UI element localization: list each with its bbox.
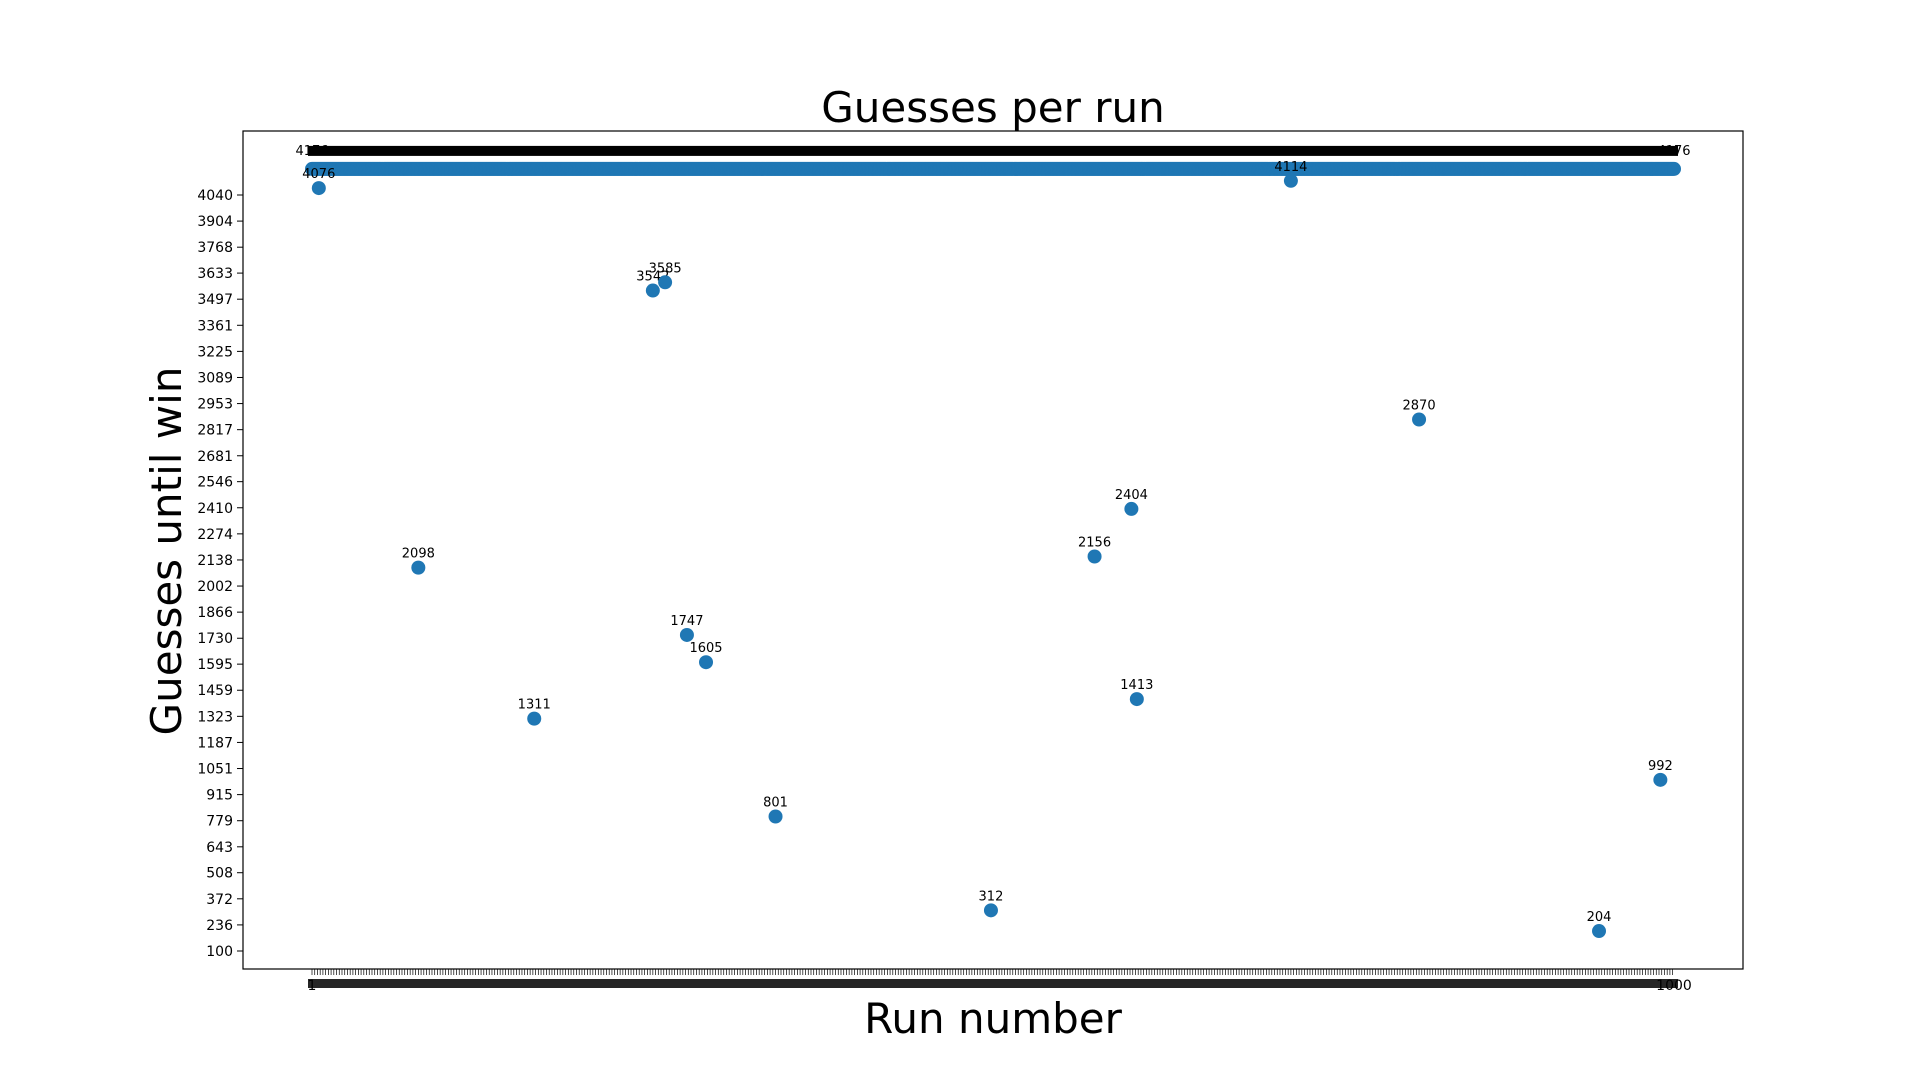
data-label: 992: [1648, 759, 1673, 774]
y-tick-label: 100: [206, 944, 233, 960]
y-tick-label: 2953: [197, 397, 233, 413]
y-tick-label: 2681: [197, 449, 233, 465]
y-tick-label: 2274: [197, 527, 233, 543]
data-label: 4076: [302, 167, 335, 182]
x-tick-label-last: 1000: [1656, 978, 1692, 994]
cap-label-band: [308, 145, 1678, 156]
scatter-point: [768, 809, 783, 824]
y-tick-label: 3225: [197, 344, 233, 360]
y-tick-label: 3497: [197, 292, 233, 308]
scatter-point: [1129, 692, 1144, 707]
scatter-point: [527, 711, 542, 726]
scatter-point: [1283, 173, 1298, 188]
cap-data-label: 4176: [1657, 144, 1690, 159]
y-tick-label: 236: [206, 918, 233, 934]
y-axis-label: Guesses until win: [142, 367, 191, 736]
cap-point: [1667, 161, 1681, 176]
scatter-point: [983, 903, 998, 918]
y-tick-label: 1730: [197, 631, 233, 647]
scatter-point: [658, 275, 673, 290]
data-label: 2156: [1078, 535, 1111, 550]
scatter-point: [1412, 412, 1427, 427]
y-tick-label: 915: [206, 788, 233, 804]
cap-data-label: 4176: [295, 144, 328, 159]
data-label: 204: [1587, 910, 1612, 925]
data-label: 312: [979, 889, 1004, 904]
y-tick-label: 1459: [197, 683, 233, 699]
scatter-point: [1087, 549, 1102, 564]
plot-frame: [242, 130, 1744, 970]
data-label: 1605: [689, 641, 722, 656]
y-tick-label: 2002: [197, 579, 233, 595]
y-tick-label: 3768: [197, 240, 233, 256]
scatter-point: [699, 655, 714, 670]
x-tick-label-first: 1: [308, 978, 317, 994]
x-tick-label-band: [308, 979, 1678, 988]
scatter-point: [645, 283, 660, 298]
scatter-point: [1592, 924, 1607, 939]
data-label: 3585: [649, 261, 682, 276]
scatter-point: [311, 181, 326, 196]
data-label: 2404: [1115, 488, 1148, 503]
y-tick-label: 3089: [197, 370, 233, 386]
y-tick-label: 372: [206, 892, 233, 908]
data-label: 1747: [670, 614, 703, 629]
chart-title: Guesses per run: [821, 83, 1164, 132]
scatter-point: [679, 627, 694, 642]
y-tick-label: 3904: [197, 214, 233, 230]
y-tick-label: 4040: [197, 188, 233, 204]
scatter-point: [1124, 501, 1139, 516]
data-label: 4114: [1274, 160, 1307, 175]
data-label: 801: [763, 795, 788, 810]
plot-area: 100 236 372 508 643 779 915 1051 1187 1323 1459 159…: [197, 144, 1691, 994]
y-tick-label: 2817: [197, 423, 233, 439]
x-axis-label: Run number: [864, 994, 1123, 1043]
y-tick-label: 508: [206, 866, 233, 882]
y-tick-label: 1051: [197, 762, 233, 778]
y-tick-label: 1595: [197, 657, 233, 673]
data-label: 1413: [1120, 678, 1153, 693]
y-tick-label: 2546: [197, 475, 233, 491]
y-tick-label: 779: [206, 814, 233, 830]
y-tick-label: 643: [206, 840, 233, 856]
y-tick-label: 1866: [197, 605, 233, 621]
scatter-point: [411, 560, 426, 575]
y-tick-label: 1187: [197, 735, 233, 751]
data-label: 1311: [518, 698, 551, 713]
scatter-point: [1653, 772, 1668, 787]
y-tick-label: 1323: [197, 709, 233, 725]
data-label: 2870: [1403, 398, 1436, 413]
y-tick-label: 3633: [197, 266, 233, 282]
y-tick-label: 3361: [197, 318, 233, 334]
y-tick-label: 2138: [197, 553, 233, 569]
data-label: 2098: [402, 547, 435, 562]
y-tick-label: 2410: [197, 501, 233, 517]
